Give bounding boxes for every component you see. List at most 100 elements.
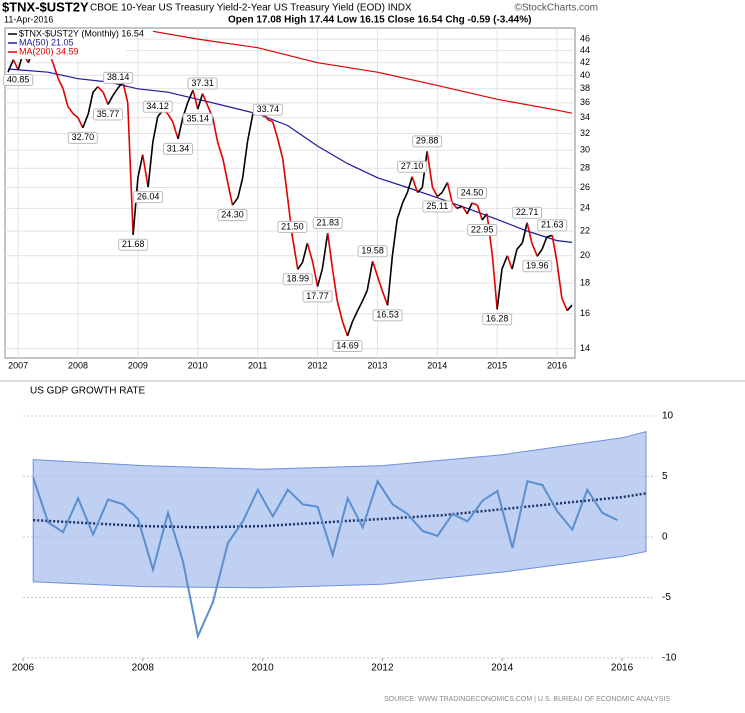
- price-segment: [451, 202, 458, 209]
- price-segment: [231, 197, 239, 206]
- value-label: 37.31: [191, 78, 214, 88]
- price-segment: [341, 321, 349, 337]
- price-segment: [551, 235, 558, 263]
- price-segment: [416, 186, 423, 194]
- value-label-box: [187, 77, 218, 90]
- value-label-box: [467, 223, 498, 236]
- price-segment: [186, 89, 194, 104]
- value-label: 21.50: [281, 221, 304, 231]
- value-label: 26.04: [137, 191, 160, 201]
- price-segment: [301, 242, 309, 263]
- plot-frame: [4, 27, 576, 359]
- price-segment: [561, 297, 568, 311]
- y-tick-label: 16: [580, 308, 590, 318]
- price-segment: [406, 176, 413, 193]
- x-tick-label: 2011: [248, 360, 267, 370]
- brand: ©StockCharts.com: [514, 3, 598, 14]
- price-segment: [456, 205, 463, 210]
- x-tick-label: 2008: [68, 360, 88, 370]
- x-tick-label: 2015: [487, 360, 507, 370]
- value-label-box: [522, 260, 553, 273]
- price-segment: [226, 182, 234, 206]
- quote: Open 17.08 High 17.44 Low 16.15 Close 16…: [228, 15, 531, 26]
- value-label-box: [512, 206, 543, 219]
- price-segment: [282, 158, 289, 198]
- price-segment: [147, 141, 154, 188]
- x-tick-label: 2009: [128, 360, 148, 370]
- price-segment: [141, 154, 149, 188]
- price-segment: [167, 113, 174, 122]
- value-label: 21.83: [316, 217, 339, 227]
- y-tick-label: -10: [662, 653, 677, 664]
- value-label: 24.50: [461, 187, 484, 197]
- value-label: 18.99: [287, 274, 310, 284]
- ma-line: [152, 30, 573, 114]
- price-segment: [531, 242, 539, 257]
- price-segment: [481, 213, 488, 221]
- value-label: 16.28: [486, 314, 509, 324]
- y-tick-label: 24: [580, 203, 590, 213]
- price-segment: [501, 255, 509, 270]
- price-segment: [297, 261, 304, 270]
- x-tick-label: 2013: [367, 360, 387, 370]
- value-label-box: [67, 131, 98, 144]
- price-segment: [426, 151, 434, 188]
- value-label-box: [372, 309, 403, 322]
- price-segment: [411, 176, 419, 193]
- value-label-box: [133, 191, 164, 204]
- value-label-box: [182, 113, 213, 126]
- price-segment: [496, 269, 503, 310]
- value-label: 38.14: [107, 72, 130, 82]
- price-segment: [356, 300, 364, 311]
- price-segment: [461, 205, 468, 215]
- price-segment: [87, 92, 94, 115]
- price-segment: [521, 222, 528, 244]
- y-tick-label: 22: [580, 225, 590, 235]
- price-segment: [97, 86, 104, 93]
- x-tick-label: 2012: [371, 663, 394, 674]
- symbol: $TNX-$UST2Y: [2, 0, 89, 14]
- value-label: 29.88: [416, 136, 439, 146]
- price-segment: [152, 116, 159, 142]
- price-segment: [177, 117, 184, 140]
- x-tick-label: 2010: [188, 360, 208, 370]
- price-segment: [346, 321, 354, 337]
- x-tick-label: 2010: [251, 663, 274, 674]
- value-label-box: [163, 142, 194, 155]
- price-segment: [216, 141, 224, 160]
- chart-title: US GDP GROWTH RATE: [30, 386, 146, 397]
- price-segment: [267, 118, 273, 123]
- price-segment: [331, 268, 339, 302]
- y-tick-label: 42: [580, 57, 590, 67]
- date: 11-Apr-2016: [4, 14, 53, 24]
- price-segment: [276, 137, 284, 160]
- price-segment: [361, 290, 368, 302]
- value-label: 17.77: [306, 291, 329, 301]
- value-label: 33.74: [257, 104, 280, 114]
- price-segment: [122, 81, 129, 104]
- value-label-box: [103, 71, 134, 84]
- value-label-box: [302, 290, 333, 303]
- y-tick-label: 38: [580, 83, 590, 93]
- price-segment: [436, 191, 443, 198]
- price-segment: [446, 182, 454, 204]
- price-segment: [72, 113, 79, 119]
- price-segment: [171, 121, 179, 140]
- price-segment: [271, 121, 279, 138]
- y-tick-label: 44: [580, 45, 590, 55]
- price-segment: [506, 255, 513, 270]
- value-label: 14.69: [336, 340, 359, 350]
- y-tick-label: 5: [662, 471, 668, 482]
- price-segment: [192, 89, 199, 110]
- price-segment: [516, 242, 523, 250]
- price-segment: [112, 87, 119, 97]
- price-segment: [57, 78, 64, 90]
- legend-label: $TNX-$UST2Y (Monthly) 16.54: [19, 28, 144, 38]
- price-segment: [92, 86, 99, 93]
- value-label-box: [312, 216, 343, 229]
- value-label-box: [282, 273, 313, 286]
- price-segment: [132, 177, 139, 235]
- value-label-box: [457, 186, 488, 199]
- price-segment: [566, 304, 573, 312]
- legend-label: MA(50) 21.05: [19, 37, 74, 47]
